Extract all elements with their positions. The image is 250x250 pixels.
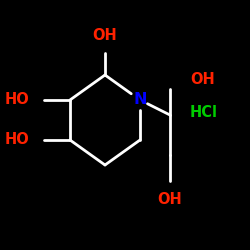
Text: HO: HO bbox=[5, 92, 30, 108]
Text: HO: HO bbox=[5, 132, 30, 148]
Text: N: N bbox=[133, 92, 147, 108]
Text: HCl: HCl bbox=[190, 105, 218, 120]
Text: OH: OH bbox=[190, 72, 215, 88]
Text: OH: OH bbox=[92, 28, 118, 42]
Text: OH: OH bbox=[158, 192, 182, 208]
